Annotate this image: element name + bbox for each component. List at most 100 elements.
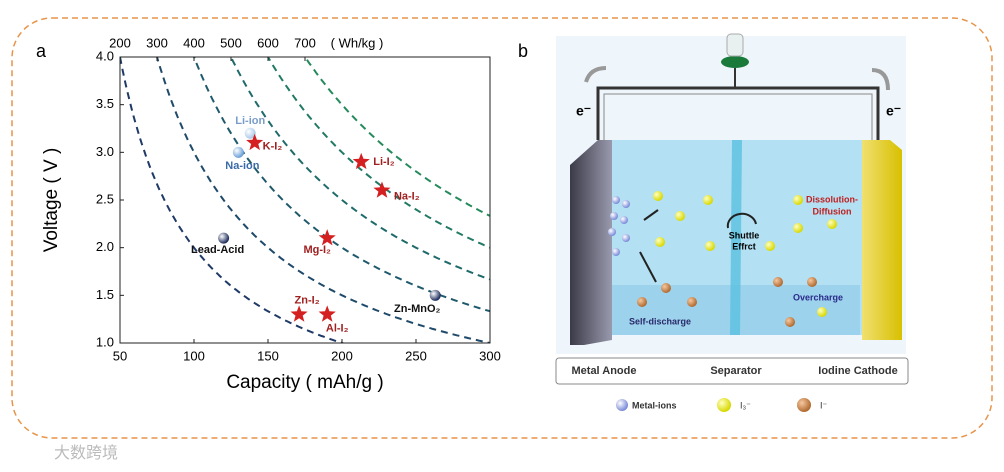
star-marker xyxy=(290,305,308,322)
i xyxy=(637,297,647,307)
point-label: K-I₂ xyxy=(263,141,283,153)
y-axis-label: Voltage ( V ) xyxy=(41,148,62,253)
legend-swatch xyxy=(797,398,811,412)
sphere-marker xyxy=(429,289,441,301)
i3 xyxy=(703,195,713,205)
x-tick-label: 100 xyxy=(183,348,205,363)
component-label: Iodine Cathode xyxy=(818,365,897,377)
x2-tick-label: 400 xyxy=(183,35,205,50)
diagram-label: Overcharge xyxy=(793,292,843,302)
ion xyxy=(610,212,618,220)
x2-tick-label: 700 xyxy=(294,35,316,50)
i3 xyxy=(655,237,665,247)
x-axis-label: Capacity ( mAh/g ) xyxy=(226,372,383,393)
i3 xyxy=(817,307,827,317)
point-label: Li-ion xyxy=(235,115,265,127)
electrolyte-bottom xyxy=(598,285,860,335)
component-label: Metal Anode xyxy=(572,365,637,377)
y-tick-label: 2.0 xyxy=(96,239,114,254)
anode xyxy=(570,140,612,345)
i3 xyxy=(705,241,715,251)
x2-axis-label: ( Wh/kg ) xyxy=(331,35,384,50)
electron-label: e⁻ xyxy=(576,103,591,119)
electron-label: e⁻ xyxy=(886,103,901,119)
arrow xyxy=(643,209,659,221)
star-marker xyxy=(352,152,370,170)
y-tick-label: 2.5 xyxy=(96,191,114,206)
i xyxy=(807,277,817,287)
iso-energy-line xyxy=(192,57,490,313)
iso-energy-line xyxy=(120,57,346,343)
legend-label: Metal-ions xyxy=(632,400,677,410)
shuttle-arrow xyxy=(726,212,757,229)
x-tick-label: 250 xyxy=(405,348,427,363)
ion xyxy=(612,196,620,204)
i xyxy=(785,317,795,327)
diagram-label: Diffusion xyxy=(813,206,852,216)
point-label: Na-I₂ xyxy=(394,190,420,202)
cathode xyxy=(862,140,902,340)
wire xyxy=(596,86,880,140)
diagram-label: Shuttle xyxy=(729,230,760,240)
star-marker xyxy=(318,229,336,246)
x2-tick-label: 600 xyxy=(257,35,279,50)
sphere-marker xyxy=(232,146,244,158)
bulb xyxy=(726,33,744,57)
wire xyxy=(603,93,873,140)
metal-ions xyxy=(608,196,630,256)
legend-swatch xyxy=(717,398,731,412)
i-particles xyxy=(637,277,817,327)
x-tick-label: 300 xyxy=(479,348,501,363)
diagram: e⁻ e⁻ xyxy=(555,33,909,412)
i3 xyxy=(765,241,775,251)
sphere-marker xyxy=(244,127,256,139)
point-label: Al-I₂ xyxy=(326,322,349,334)
frame xyxy=(11,17,993,439)
iso-energy-line xyxy=(266,57,490,249)
iso-energy-line xyxy=(229,57,490,281)
iso-energy-line xyxy=(155,57,490,343)
y-tick-label: 1.0 xyxy=(96,334,114,349)
legend-label: I₃⁻ xyxy=(740,400,751,410)
panel-label: b xyxy=(518,41,528,61)
point-label: Na-ion xyxy=(225,160,260,172)
watermark: 大数跨境 xyxy=(54,443,118,462)
chart: 50 100 150 200 250 3001.01.52.02.53.03.54.020… xyxy=(41,35,501,393)
i3 xyxy=(675,211,685,221)
ion xyxy=(620,216,628,224)
ion xyxy=(622,234,630,242)
i xyxy=(661,283,671,293)
x-tick-label: 150 xyxy=(257,348,279,363)
diagram-label: Effrct xyxy=(732,241,756,251)
ion xyxy=(608,228,616,236)
ion xyxy=(612,248,620,256)
label-bar xyxy=(555,357,909,385)
panel-label: a xyxy=(36,41,47,61)
star-marker xyxy=(246,133,264,151)
bulb-base xyxy=(721,56,749,68)
point-label: Mg-I₂ xyxy=(303,244,331,256)
diagram-label: Self-discharge xyxy=(629,316,691,326)
i xyxy=(687,297,697,307)
i3 xyxy=(793,195,803,205)
point-label: Zn-MnO₂ xyxy=(394,303,441,315)
legend-swatch xyxy=(616,399,628,411)
star-marker xyxy=(318,305,336,322)
i3 xyxy=(827,219,837,229)
point-label: Zn-I₂ xyxy=(295,294,320,306)
iso-energy-line xyxy=(303,57,490,217)
ion xyxy=(622,200,630,208)
diagram-label: Dissolution- xyxy=(806,194,858,204)
point-label: Lead-Acid xyxy=(191,244,244,256)
i xyxy=(773,277,783,287)
x-tick-label: 50 xyxy=(113,348,127,363)
x-tick-label: 200 xyxy=(331,348,353,363)
arrow xyxy=(584,66,607,83)
sphere-marker xyxy=(218,232,230,244)
x2-tick-label: 200 xyxy=(109,35,131,50)
arrow xyxy=(639,251,657,283)
i3 xyxy=(793,223,803,233)
y-tick-label: 3.5 xyxy=(96,96,114,111)
i3-particles xyxy=(653,191,837,317)
